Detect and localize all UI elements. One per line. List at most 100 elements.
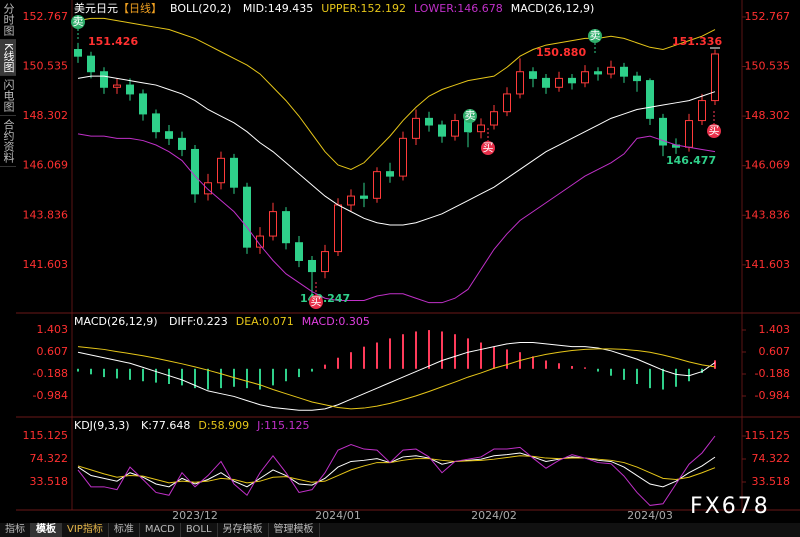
y-tick-label: 146.069 [23, 159, 69, 172]
buy-signal-label: 买 [483, 141, 494, 154]
y-tick-label: 0.607 [759, 345, 791, 358]
candle-body [607, 66, 615, 75]
legend-entry: MID:149.435 [243, 2, 313, 15]
candle-body [386, 171, 394, 177]
side-tab[interactable]: 合约资料 [0, 116, 16, 168]
y-tick-label: 141.603 [23, 258, 69, 271]
legend-entry: UPPER:152.192 [321, 2, 406, 15]
candle-body [659, 117, 667, 146]
macd-header: MACD(26,12,9) DIFF:0.223 DEA:0.071 MACD:0.… [74, 315, 370, 328]
annotation: 151.426 [88, 35, 138, 48]
y-tick-label: 0.607 [37, 345, 69, 358]
y-tick-label: 74.322 [30, 452, 69, 465]
candle-body [594, 71, 602, 75]
y-tick-label: 1.403 [37, 323, 69, 336]
indicator: BOLL(20,2) [170, 2, 231, 15]
x-tick-label: 2023/12 [172, 509, 218, 522]
side-tab[interactable]: 闪电图 [0, 76, 16, 117]
sell-signal-label: 卖 [73, 15, 84, 28]
bottom-tab[interactable]: 标准 [109, 523, 140, 537]
bottom-tab[interactable]: MACD [140, 523, 181, 537]
candle-body [126, 84, 134, 95]
annotation: 140.247 [300, 292, 350, 305]
candle-body [711, 53, 719, 102]
sell-signal [71, 15, 85, 29]
candle-body [503, 93, 511, 113]
y-tick-label: 150.535 [23, 60, 69, 73]
side-tab[interactable]: 分时图 [0, 0, 16, 40]
line-series [77, 75, 716, 226]
candle-body [490, 111, 498, 126]
candle-body [698, 100, 706, 122]
sidebar: 分时图 K线图 闪电图 合约资料 [0, 0, 16, 168]
y-tick-label: 146.069 [745, 159, 791, 172]
candle-body [412, 117, 420, 139]
candle-body [113, 84, 121, 88]
candle-body [74, 49, 82, 57]
candle-body [451, 120, 459, 137]
candle-body [295, 242, 303, 261]
candle-body [542, 77, 550, 88]
bottom-tab[interactable]: 指标 [0, 523, 31, 537]
chart: 152.767 152.767 150.535 150.535 148.302 148.3… [16, 0, 800, 522]
y-tick-label: 115.125 [23, 429, 69, 442]
plot: 152.767 152.767 150.535 150.535 148.302 148.3… [23, 10, 791, 522]
buy-signal-label: 买 [311, 295, 322, 308]
bottom-tabs: 指标 模板 VIP指标 标准 MACD BOLL 另存模板 管理模板 [0, 523, 800, 537]
legend-entry: D:58.909 [198, 419, 249, 432]
y-tick-label: -0.984 [33, 389, 68, 402]
buy-signal [707, 124, 721, 138]
candle-body [568, 77, 576, 84]
y-tick-label: 152.767 [23, 10, 69, 23]
indicator: KDJ(9,3,3) [74, 419, 130, 432]
candle-body [334, 204, 342, 253]
candle-body [347, 195, 355, 206]
candle-body [360, 195, 368, 199]
candle-body [139, 93, 147, 115]
y-tick-label: 150.535 [745, 60, 791, 73]
buy-signal-label: 买 [709, 124, 720, 137]
candle-body [191, 148, 199, 195]
legend-entry: J:115.125 [256, 419, 309, 432]
x-tick-label: 2024/02 [471, 509, 517, 522]
y-tick-label: 148.302 [745, 109, 791, 122]
y-tick-label: 148.302 [23, 109, 69, 122]
y-tick-label: -0.188 [755, 367, 790, 380]
symbol: 美元日元 [74, 2, 118, 15]
line-series [77, 455, 716, 484]
line-series [77, 435, 716, 506]
sell-signal-label: 卖 [590, 29, 601, 42]
candle-body [269, 211, 277, 237]
annotation: 151.336 [672, 35, 722, 48]
side-tab[interactable]: K线图 [0, 40, 16, 77]
candle-body [438, 124, 446, 137]
line-series [77, 452, 716, 488]
y-tick-label: 115.125 [745, 429, 791, 442]
annotation: 146.477 [666, 154, 716, 167]
candle-body [256, 235, 264, 248]
candle-body [425, 117, 433, 126]
bottom-tab[interactable]: VIP指标 [62, 523, 109, 537]
sell-signal [588, 29, 602, 43]
y-tick-label: -0.984 [755, 389, 790, 402]
line-series [77, 17, 716, 170]
bottom-tab[interactable]: 管理模板 [269, 523, 320, 537]
candle-body [217, 157, 225, 184]
signals: 卖 卖 买 卖 买 买 [71, 15, 721, 309]
candle-body [620, 66, 628, 77]
sell-signal-label: 卖 [465, 109, 476, 122]
y-tick-label: -0.188 [33, 367, 68, 380]
bottom-tab[interactable]: 另存模板 [218, 523, 269, 537]
legend-entry: MACD:0.305 [302, 315, 370, 328]
buy-signal [309, 295, 323, 309]
candle-body [178, 137, 186, 150]
line-series [77, 346, 716, 410]
candle-body [152, 113, 160, 133]
candle-body [230, 157, 238, 188]
indicator: MACD(26,12,9) [511, 2, 595, 15]
buy-signal [481, 141, 495, 155]
sell-signal [463, 109, 477, 123]
bottom-tab[interactable]: 模板 [31, 523, 62, 537]
candle-body [308, 259, 316, 273]
bottom-tab[interactable]: BOLL [181, 523, 218, 537]
